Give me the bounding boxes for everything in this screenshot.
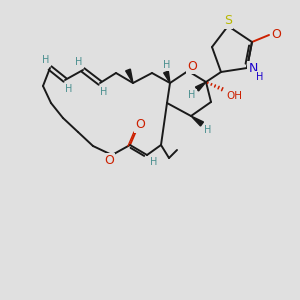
Text: H: H	[150, 157, 158, 167]
Polygon shape	[126, 69, 133, 83]
Text: H: H	[163, 60, 171, 70]
Text: OH: OH	[226, 91, 242, 101]
Text: H: H	[42, 55, 50, 65]
Text: N: N	[248, 62, 258, 76]
Text: O: O	[135, 118, 145, 131]
Text: S: S	[224, 14, 232, 28]
Text: H: H	[65, 84, 73, 94]
Polygon shape	[191, 116, 203, 126]
Text: O: O	[187, 59, 197, 73]
Polygon shape	[164, 71, 170, 83]
Polygon shape	[196, 82, 206, 91]
Text: O: O	[271, 28, 281, 41]
Text: H: H	[204, 125, 212, 135]
Text: H: H	[256, 72, 264, 82]
Text: O: O	[104, 154, 114, 167]
Text: H: H	[188, 90, 196, 100]
Text: H: H	[100, 87, 108, 97]
Text: H: H	[75, 57, 83, 67]
